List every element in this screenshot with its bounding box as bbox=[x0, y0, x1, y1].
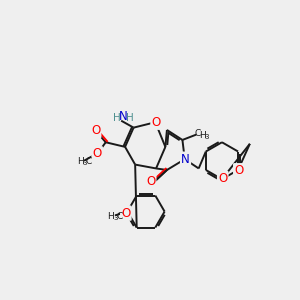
Text: C: C bbox=[116, 212, 123, 221]
Text: H: H bbox=[199, 131, 206, 140]
Text: 3: 3 bbox=[82, 160, 87, 166]
Text: O: O bbox=[146, 175, 155, 188]
Text: O: O bbox=[234, 164, 244, 177]
Text: 3: 3 bbox=[204, 134, 209, 140]
Text: N: N bbox=[119, 110, 128, 123]
Text: H: H bbox=[77, 157, 83, 166]
Text: H: H bbox=[107, 212, 114, 221]
Text: C: C bbox=[195, 129, 201, 138]
Text: O: O bbox=[91, 124, 100, 137]
Text: O: O bbox=[121, 207, 130, 220]
Text: H: H bbox=[113, 113, 121, 123]
Text: C: C bbox=[85, 157, 92, 166]
Text: H: H bbox=[126, 113, 134, 123]
Text: N: N bbox=[181, 153, 190, 166]
Text: O: O bbox=[93, 147, 102, 160]
Text: O: O bbox=[152, 116, 161, 129]
Text: O: O bbox=[218, 172, 227, 185]
Text: 3: 3 bbox=[113, 215, 118, 221]
